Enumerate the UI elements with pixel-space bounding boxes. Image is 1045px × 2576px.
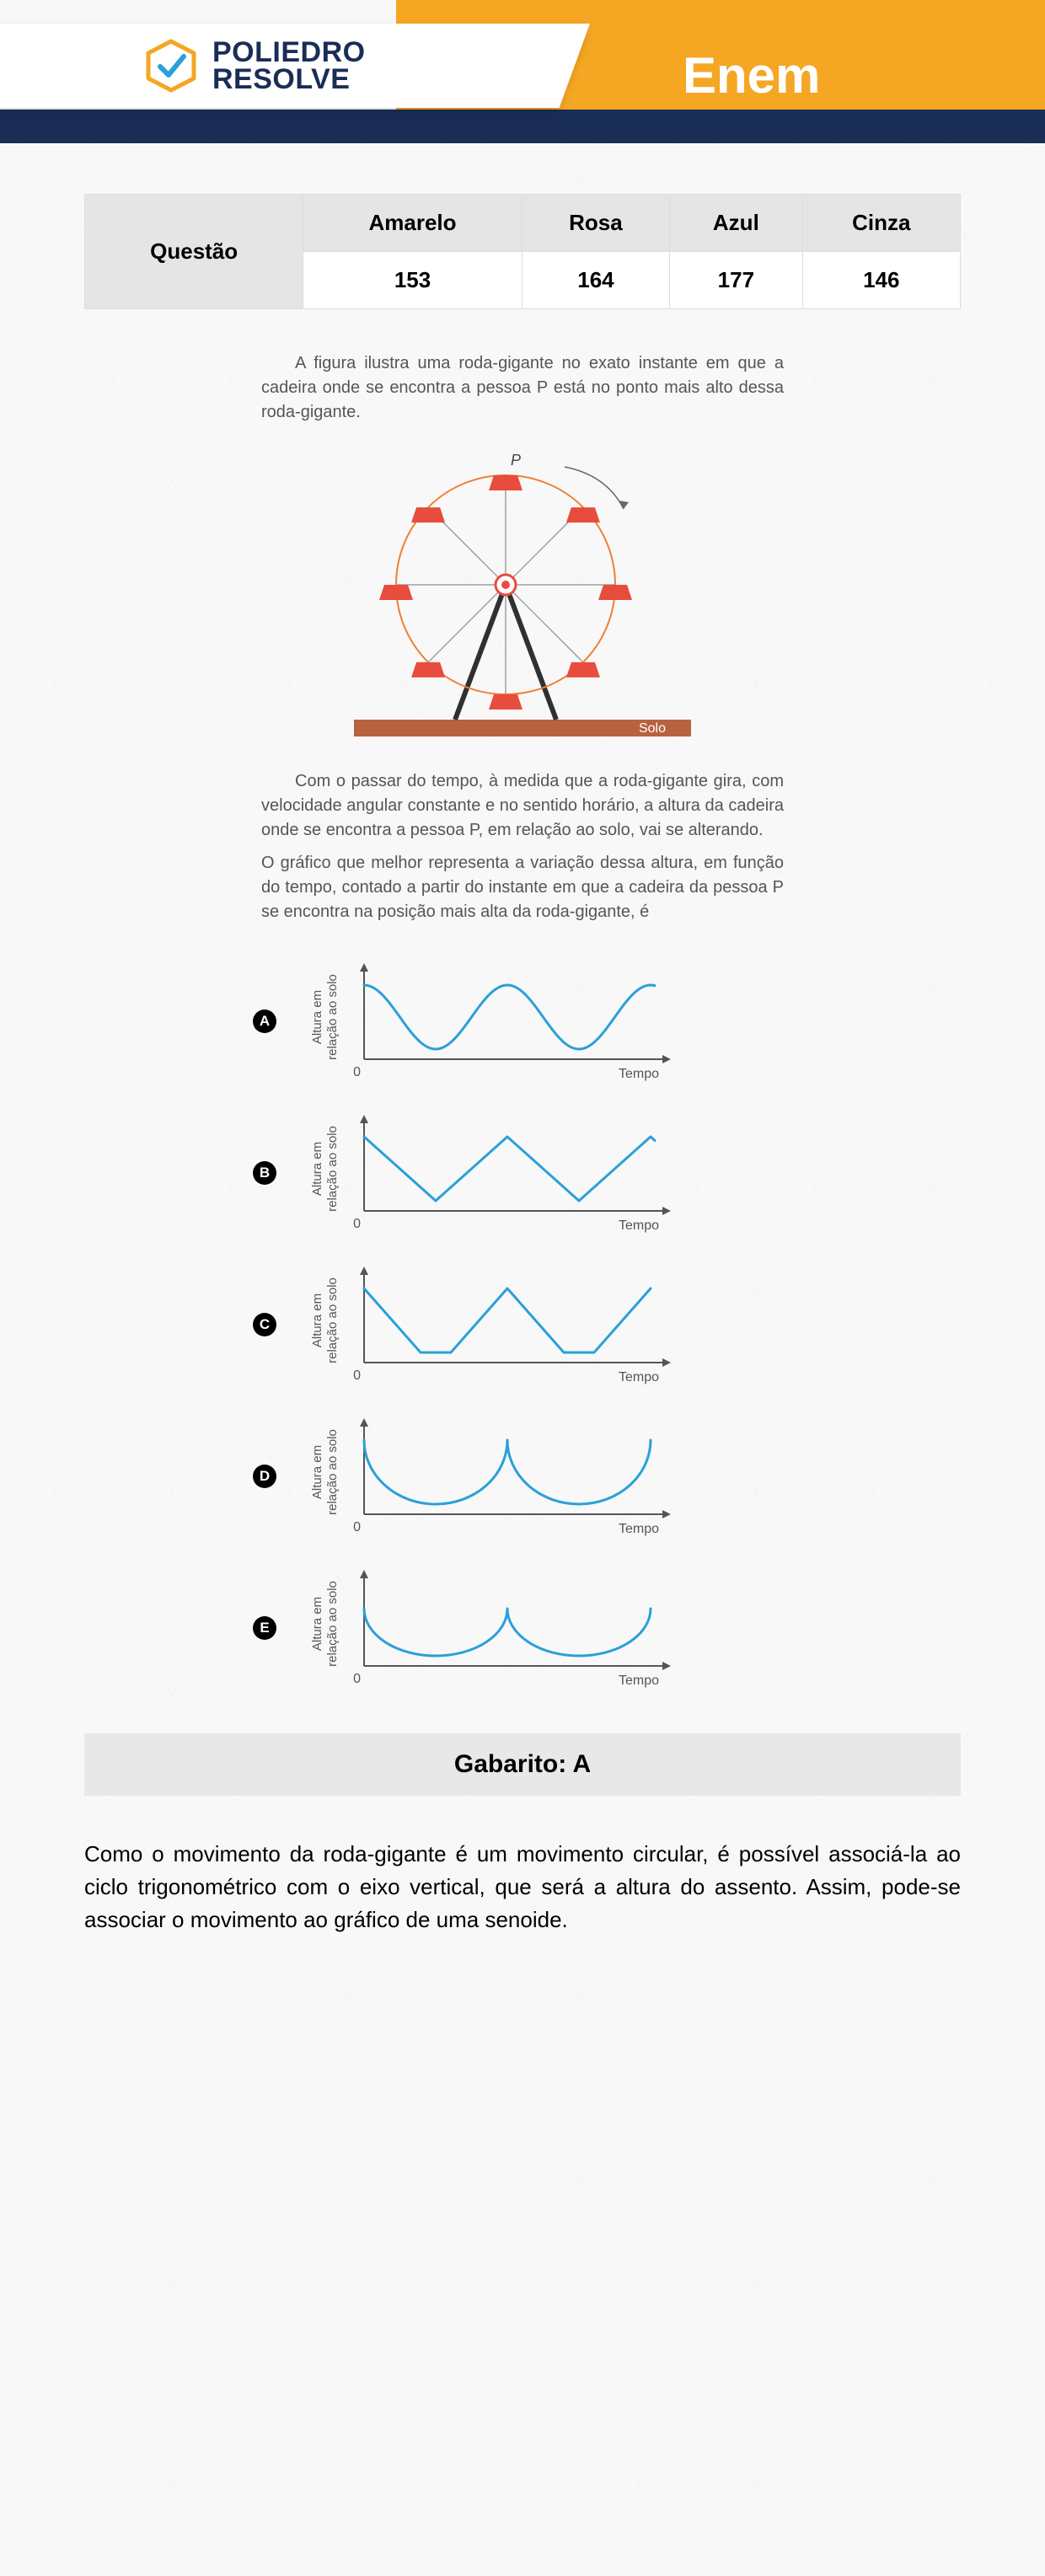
svg-text:relação ao solo: relação ao solo [325,1429,340,1515]
graph-d: 0 Tempo Altura emrelação ao solo [297,1413,693,1540]
svg-text:relação ao solo: relação ao solo [325,1277,340,1363]
brand-line-1: POLIEDRO [212,39,366,66]
question-body: A figura ilustra uma roda-gigante no exa… [261,351,784,924]
col-cinza: Cinza [802,195,960,252]
col-rosa: Rosa [522,195,669,252]
svg-text:Altura em: Altura em [310,1597,324,1651]
col-azul: Azul [670,195,802,252]
val-azul: 177 [670,252,802,309]
svg-text:Tempo: Tempo [619,1522,659,1536]
graph-b: 0 Tempo Altura emrelação ao solo [297,1110,693,1236]
ferris-wheel-svg: Solo P [329,442,716,745]
alternative-b: B 0 Tempo Altura emrelação ao solo [253,1110,792,1236]
svg-text:Solo: Solo [639,721,666,736]
svg-text:P: P [511,452,521,469]
brand-line-2: RESOLVE [212,66,366,93]
question-p3: O gráfico que melhor representa a variaç… [261,851,784,924]
alternative-e: E 0 Tempo Altura emrelação ao solo [253,1565,792,1691]
table-row-label: Questão [85,195,303,309]
col-amarelo: Amarelo [303,195,522,252]
val-amarelo: 153 [303,252,522,309]
svg-text:Altura em: Altura em [310,1142,324,1196]
svg-text:0: 0 [353,1065,361,1079]
alt-label-d: D [253,1465,276,1488]
svg-text:Tempo: Tempo [619,1674,659,1688]
graph-e: 0 Tempo Altura emrelação ao solo [297,1565,693,1691]
svg-text:relação ao solo: relação ao solo [325,974,340,1060]
svg-text:Altura em: Altura em [310,990,324,1044]
page-header: POLIEDRO RESOLVE Enem [0,0,1045,143]
alt-label-b: B [253,1161,276,1185]
svg-text:Tempo: Tempo [619,1067,659,1081]
graph-a: 0 Tempo Altura emrelação ao solo [297,958,693,1084]
question-p1: A figura ilustra uma roda-gigante no exa… [261,351,784,425]
svg-text:Altura em: Altura em [310,1293,324,1347]
content: Questão Amarelo Rosa Azul Cinza 153 164 … [0,143,1045,2004]
svg-text:0: 0 [353,1368,361,1383]
alternative-c: C 0 Tempo Altura emrelação ao solo [253,1261,792,1388]
svg-text:relação ao solo: relação ao solo [325,1126,340,1212]
graph-c: 0 Tempo Altura emrelação ao solo [297,1261,693,1388]
svg-text:0: 0 [353,1672,361,1686]
alt-label-c: C [253,1313,276,1336]
alternative-d: D 0 Tempo Altura emrelação ao solo [253,1413,792,1540]
svg-text:relação ao solo: relação ao solo [325,1581,340,1667]
ferris-wheel-diagram: Solo P [261,442,784,752]
question-p2: Com o passar do tempo, à medida que a ro… [261,769,784,843]
val-cinza: 146 [802,252,960,309]
svg-text:Altura em: Altura em [310,1445,324,1499]
answer-key: Gabarito: A [84,1733,961,1796]
svg-text:Tempo: Tempo [619,1218,659,1233]
hexagon-check-icon [143,38,199,94]
alternative-a: A 0 Tempo Altura emrelação ao solo [253,958,792,1084]
question-number-table: Questão Amarelo Rosa Azul Cinza 153 164 … [84,194,961,309]
svg-text:Tempo: Tempo [619,1370,659,1384]
val-rosa: 164 [522,252,669,309]
header-bg-navy-bar [0,110,1045,143]
brand: POLIEDRO RESOLVE [143,38,366,94]
exam-title: Enem [683,46,820,104]
explanation: Como o movimento da roda-gigante é um mo… [84,1838,961,1936]
svg-text:0: 0 [353,1520,361,1534]
svg-text:0: 0 [353,1217,361,1231]
alt-label-a: A [253,1010,276,1033]
alternatives: A 0TempoAltura emrelação ao solo B 0Temp… [253,958,792,1691]
alt-label-e: E [253,1616,276,1640]
